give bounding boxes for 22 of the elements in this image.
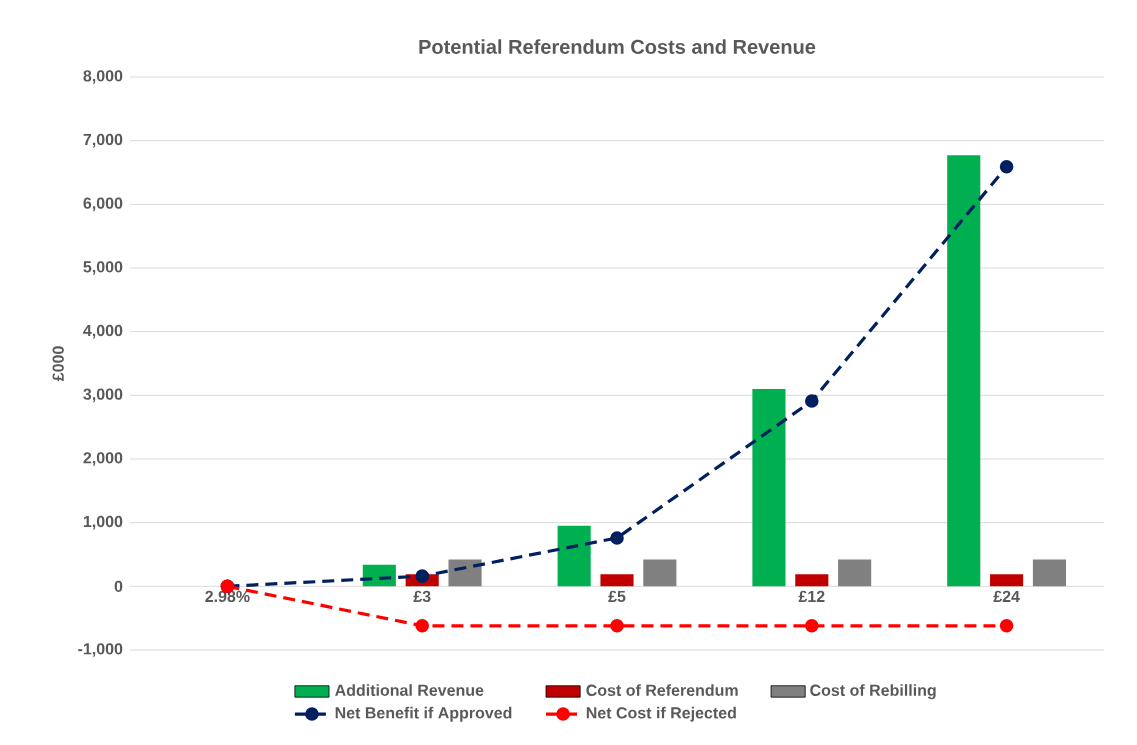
- legend-label: Net Cost if Rejected: [586, 706, 736, 722]
- y-tick-label: 7,000: [83, 133, 123, 148]
- x-tick-label: £5: [608, 590, 626, 603]
- legend-label: Cost of Rebilling: [810, 684, 936, 700]
- x-tick-label: £24: [993, 590, 1020, 602]
- legend-label: Additional Revenue: [335, 684, 484, 696]
- y-tick-label: 0: [114, 580, 123, 592]
- y-tick-label: 1,000: [83, 515, 123, 530]
- y-tick-label: 8,000: [83, 70, 123, 84]
- legend-label: Cost of Referendum: [586, 684, 738, 696]
- y-tick-label: 3,000: [83, 388, 123, 403]
- y-tick-label: 4,000: [83, 324, 123, 339]
- y-tick-label: 6,000: [83, 197, 123, 212]
- y-tick-label: 5,000: [83, 261, 123, 275]
- legend-label: Net Benefit if Approved: [335, 706, 512, 722]
- x-tick-label: 2.98%: [205, 590, 250, 603]
- y-tick-label: -1,000: [78, 643, 123, 657]
- y-tick-label: 2,000: [83, 452, 123, 466]
- x-tick-label: £3: [413, 590, 431, 603]
- chart-title: Potential Referendum Costs and Revenue: [419, 39, 816, 54]
- x-tick-label: £12: [798, 590, 825, 602]
- y-axis-title: £000: [52, 346, 64, 382]
